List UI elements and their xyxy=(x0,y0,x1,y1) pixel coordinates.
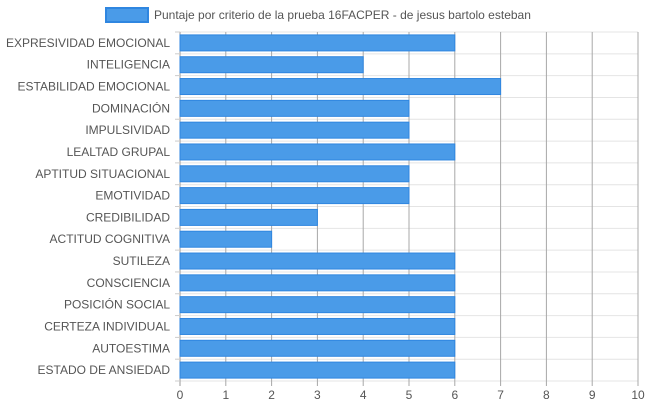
category-label: AUTOESTIMA xyxy=(92,341,170,355)
bar[interactable] xyxy=(179,121,410,139)
category-labels: EXPRESIVIDAD EMOCIONAL INTELIGENCIA ESTABI… xyxy=(6,36,170,377)
x-tick-label: 10 xyxy=(631,388,645,402)
x-tick-labels: 0 1 2 3 4 5 6 7 8 9 10 xyxy=(177,388,645,402)
category-label: DOMINACIÓN xyxy=(92,100,170,115)
x-tick-label: 2 xyxy=(268,388,275,402)
bar[interactable] xyxy=(179,165,410,183)
bars xyxy=(179,34,502,379)
category-label: EXPRESIVIDAD EMOCIONAL xyxy=(6,36,170,50)
bar[interactable] xyxy=(179,317,456,335)
category-label: CREDIBILIDAD xyxy=(86,210,170,224)
x-tick-label: 1 xyxy=(222,388,229,402)
category-label: CONSCIENCIA xyxy=(87,276,170,290)
bar[interactable] xyxy=(179,274,456,292)
legend-label: Puntaje por criterio de la prueba 16FACP… xyxy=(154,8,531,22)
bar[interactable] xyxy=(179,361,456,379)
category-label: SUTILEZA xyxy=(113,254,170,268)
bar[interactable] xyxy=(179,78,502,96)
category-label: IMPULSIVIDAD xyxy=(85,123,170,137)
x-tick-label: 3 xyxy=(314,388,321,402)
bar[interactable] xyxy=(179,56,364,74)
x-tick-label: 7 xyxy=(497,388,504,402)
bar[interactable] xyxy=(179,252,456,270)
bar[interactable] xyxy=(179,339,456,357)
x-tick-label: 6 xyxy=(451,388,458,402)
category-label: APTITUD SITUACIONAL xyxy=(35,167,170,181)
category-label: ACTITUD COGNITIVA xyxy=(50,232,170,246)
x-tick-label: 8 xyxy=(543,388,550,402)
legend[interactable]: Puntaje por criterio de la prueba 16FACP… xyxy=(105,7,531,23)
category-label: POSICIÓN SOCIAL xyxy=(64,297,170,312)
bar[interactable] xyxy=(179,143,456,161)
category-label: ESTADO DE ANSIEDAD xyxy=(38,363,171,377)
category-label: LEALTAD GRUPAL xyxy=(67,145,171,159)
bar[interactable] xyxy=(179,187,410,205)
bar[interactable] xyxy=(179,208,318,226)
x-tick-label: 9 xyxy=(589,388,596,402)
bar[interactable] xyxy=(179,230,273,248)
bar[interactable] xyxy=(179,99,410,117)
x-tick-label: 5 xyxy=(406,388,413,402)
bar[interactable] xyxy=(179,34,456,52)
x-tick-label: 4 xyxy=(360,388,367,402)
category-label: INTELIGENCIA xyxy=(87,58,170,72)
category-label: EMOTIVIDAD xyxy=(95,189,170,203)
legend-swatch xyxy=(105,7,149,23)
category-label: CERTEZA INDIVIDUAL xyxy=(44,319,170,333)
bar[interactable] xyxy=(179,296,456,314)
category-label: ESTABILIDAD EMOCIONAL xyxy=(18,80,171,94)
x-tick-label: 0 xyxy=(177,388,184,402)
